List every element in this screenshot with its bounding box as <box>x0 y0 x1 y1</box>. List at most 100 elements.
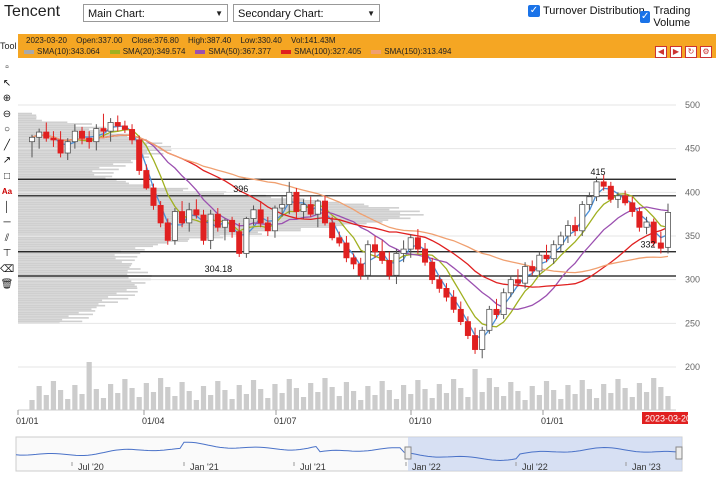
candle-body <box>643 221 650 228</box>
select-icon[interactable]: ▫ <box>5 62 9 73</box>
scroll-left-icon[interactable]: ◀ <box>655 46 667 58</box>
secondary-chart-select[interactable]: Secondary Chart: ▼ <box>233 4 380 22</box>
candle-body <box>607 185 614 200</box>
sma-swatch-4 <box>371 49 382 54</box>
text-icon[interactable]: Aa <box>1 187 13 196</box>
turnover-bar <box>18 241 168 244</box>
turnover-bar <box>18 116 37 118</box>
volume-bar <box>222 390 228 410</box>
turnover-bar <box>18 189 184 192</box>
volume-bar <box>79 394 85 410</box>
last-date-label: 2023-03-20 <box>645 414 691 424</box>
stock-title: Tencent <box>4 3 61 20</box>
volume-bar <box>172 396 178 410</box>
volume-bar <box>272 384 278 410</box>
turnover-bar <box>18 149 172 152</box>
candle-body <box>250 209 257 219</box>
candle-body <box>50 137 57 141</box>
rectangle-icon[interactable]: □ <box>3 170 11 182</box>
settings-icon[interactable]: ⚙ <box>700 46 712 58</box>
candle-body <box>393 253 400 276</box>
turnover-bar <box>18 168 119 171</box>
trash-icon[interactable]: 🗑 <box>0 279 14 290</box>
anchor-icon[interactable]: ⊤ <box>2 248 12 259</box>
info-low: Low:330.40 <box>240 36 282 45</box>
turnover-bar <box>18 285 137 288</box>
eraser-icon[interactable]: ⌫ <box>0 263 15 275</box>
turnover-bar <box>18 175 113 178</box>
candle-body <box>529 266 536 272</box>
turnover-bar <box>18 210 420 213</box>
zoom-in-icon[interactable]: ⊕ <box>2 93 12 104</box>
turnover-bar <box>18 214 424 216</box>
volume-bar <box>658 387 664 410</box>
turnover-bar <box>18 304 106 307</box>
candle-body <box>164 222 171 241</box>
turnover-bar <box>18 264 132 267</box>
sma-legend: SMA(10):343.064 SMA(20):349.574 SMA(50):… <box>24 47 461 56</box>
candle-body <box>564 225 571 237</box>
turnover-checkbox[interactable]: ✓ Turnover Distribution <box>528 5 645 17</box>
chart-axes: 500 450 400 350 300 250 200 396 304.18 415 332 01/0… <box>16 100 700 426</box>
y-tick-label: 500 <box>685 100 700 110</box>
volume-checkbox[interactable]: ✓ Trading Volume <box>640 5 720 29</box>
turnover-bar <box>18 238 190 241</box>
volume-bar <box>415 380 421 410</box>
volume-bar <box>108 384 114 410</box>
candle-body <box>229 219 236 233</box>
parallel-lines-icon[interactable]: ⫽ <box>4 232 10 244</box>
pointer-icon[interactable]: ↖ <box>2 77 12 89</box>
turnover-bar <box>18 311 79 314</box>
volume-bar <box>501 396 507 410</box>
volume-bar <box>643 392 650 410</box>
volume-bar <box>165 387 171 410</box>
candle-body <box>186 209 193 224</box>
info-date: 2023-03-20 <box>26 36 67 45</box>
refresh-icon[interactable]: ↻ <box>685 46 697 58</box>
volume-bar <box>593 398 600 410</box>
volume-bar <box>143 383 149 410</box>
scroll-right-icon[interactable]: ▶ <box>670 46 682 58</box>
chevron-down-icon: ▼ <box>215 9 223 18</box>
turnover-bar <box>18 222 367 225</box>
candle-body <box>600 181 607 187</box>
secondary-chart-label: Secondary Chart: <box>238 8 324 20</box>
vertical-line-icon[interactable]: │ <box>3 201 11 213</box>
volume-bar <box>543 381 550 410</box>
volume-bar <box>136 397 142 410</box>
volume-bar <box>451 379 457 410</box>
turnover-bar <box>18 217 411 220</box>
arrow-icon[interactable]: ↗ <box>2 155 12 166</box>
turnover-bar <box>18 259 135 262</box>
volume-bar <box>579 380 585 410</box>
horizontal-line-icon[interactable]: ─ <box>3 217 11 228</box>
turnover-bar <box>18 193 225 195</box>
zoom-out-icon[interactable]: ⊖ <box>2 108 12 120</box>
turnover-bar <box>18 240 188 242</box>
y-tick-label: 300 <box>685 275 700 285</box>
volume-bar <box>551 390 557 410</box>
turnover-bar <box>18 152 164 155</box>
volume-bar <box>608 393 614 410</box>
volume-bar <box>386 390 392 410</box>
main-chart-select[interactable]: Main Chart: ▼ <box>83 4 228 22</box>
candle-body <box>500 292 507 315</box>
line-icon[interactable]: ╱ <box>3 139 11 151</box>
turnover-bar <box>18 262 133 265</box>
navigator-tick-label: Jan '23 <box>632 462 661 472</box>
sma-legend-item: SMA(150):313.494 <box>371 47 451 56</box>
circle-icon[interactable]: ○ <box>3 124 11 135</box>
candle-body <box>36 131 43 138</box>
sma-legend-item: SMA(100):327.405 <box>281 47 361 56</box>
turnover-bar <box>18 266 130 269</box>
turnover-bar <box>18 229 301 232</box>
candle-body <box>400 248 407 254</box>
candle-body <box>71 130 78 143</box>
candle-body <box>372 244 379 253</box>
turnover-bar <box>18 177 106 179</box>
candle-body <box>493 308 500 315</box>
turnover-bar <box>18 247 136 249</box>
turnover-bar <box>18 172 114 174</box>
candle-body <box>657 242 664 249</box>
